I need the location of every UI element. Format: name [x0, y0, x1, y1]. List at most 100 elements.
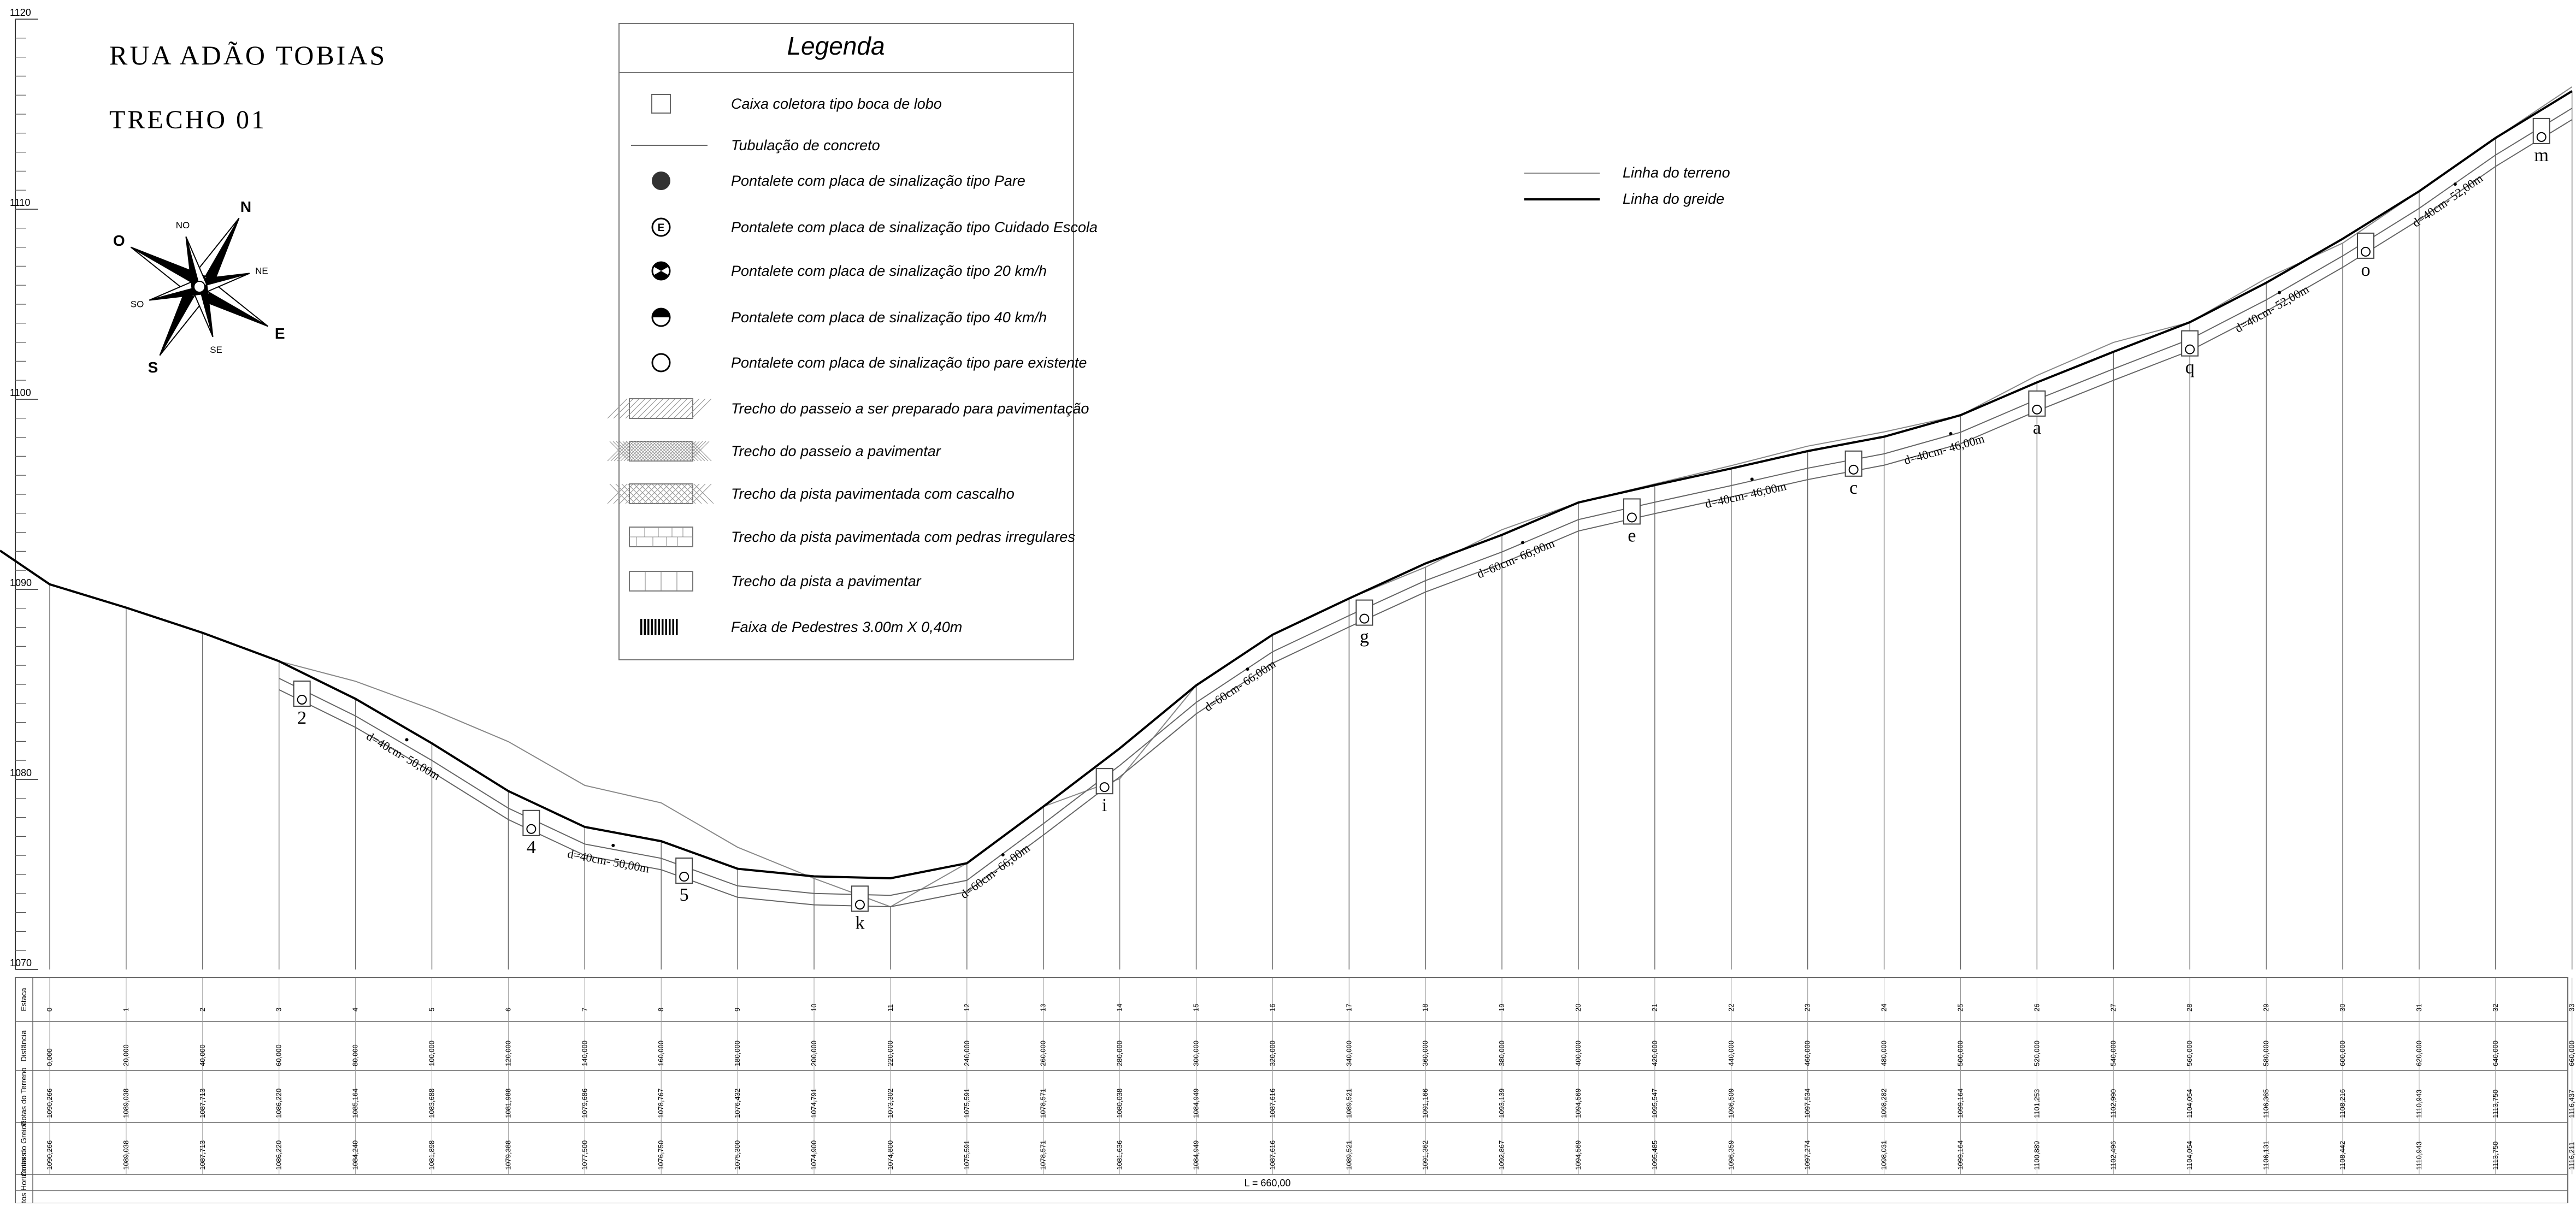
table-cota-terreno: 1096,509: [1727, 1089, 1735, 1118]
table-distancia: 380,000: [1498, 1041, 1506, 1066]
flow-arrow-icon: [611, 843, 615, 847]
table-distancia: 140,000: [580, 1041, 588, 1066]
table-cota-greide: 1074,800: [886, 1140, 894, 1170]
table-cota-greide: 1078,571: [1039, 1140, 1047, 1170]
table-estaca: 1: [122, 1008, 130, 1012]
profile-lines: [0, 86, 2573, 908]
manhole-icon: [2181, 330, 2199, 357]
table-estaca: 27: [2109, 1004, 2117, 1012]
table-distancia: 260,000: [1039, 1041, 1047, 1066]
axis-tick-label: 1110: [10, 197, 30, 208]
table-distancia: 60,000: [275, 1044, 283, 1066]
table-cota-greide: 1076,750: [657, 1140, 665, 1170]
pipe-label: d=40cm- 50,00m: [567, 847, 651, 875]
table-cota-greide: 1084,240: [351, 1140, 359, 1170]
grade-line-label: Linha do greide: [1623, 191, 1724, 207]
table-cota-terreno: 1101,253: [2032, 1089, 2041, 1118]
table-cota-greide: 1096,359: [1727, 1140, 1735, 1170]
table-estaca: 22: [1727, 1004, 1735, 1012]
flow-arrow-icon: [2278, 291, 2282, 294]
table-cota-greide: 1089,521: [1345, 1140, 1353, 1170]
table-cota-greide: 1075,300: [733, 1140, 741, 1170]
table-distancia: 40,000: [198, 1044, 207, 1066]
legend-item-label: Tubulação de concreto: [731, 137, 880, 153]
compass-cardinal-label: S: [148, 359, 158, 376]
table-cota-greide: 1108,442: [2338, 1141, 2347, 1170]
table-distancia: 440,000: [1727, 1041, 1735, 1066]
table-distancia: 580,000: [2262, 1041, 2270, 1066]
flow-arrow-icon: [1750, 477, 1754, 481]
table-distancia: 120,000: [504, 1041, 512, 1066]
street-title: RUA ADÃO TOBIAS: [109, 40, 387, 70]
table-cota-greide: 1092,867: [1498, 1140, 1506, 1170]
legend-item-label: Pontalete com placa de sinalização tipo …: [731, 219, 1098, 235]
table-cota-terreno: 1085,164: [351, 1089, 359, 1118]
table-estaca: 2: [198, 1008, 207, 1012]
table-distancia: 420,000: [1650, 1041, 1659, 1066]
table-cota-terreno: 1104,054: [2185, 1089, 2194, 1118]
table-cota-terreno: 1076,432: [733, 1089, 741, 1118]
axis-tick-label: 1090: [10, 577, 32, 588]
flow-arrow-icon: [405, 738, 409, 742]
manhole-icon: [522, 809, 540, 836]
table-distancia: 620,000: [2415, 1041, 2423, 1066]
dense-hatch-icon: [607, 441, 712, 462]
legend-item-label: Pontalete com placa de sinalização tipo …: [731, 173, 1025, 189]
manhole-label: q: [2185, 358, 2195, 378]
station-lines: [49, 91, 2573, 969]
pipe-label: d=40cm- 52,00m: [2232, 282, 2311, 335]
manhole-label: 4: [527, 837, 536, 858]
table-estaca: 32: [2491, 1004, 2500, 1012]
filled-circle-icon: [652, 172, 670, 190]
table-cota-greide: 1097,274: [1803, 1140, 1812, 1170]
table-estaca: 23: [1803, 1004, 1812, 1012]
axis-tick-label: 1120: [10, 7, 31, 18]
manhole-label: 2: [297, 708, 306, 728]
table-distancia: 540,000: [2109, 1041, 2117, 1066]
line-legend: Linha do terreno Linha do greide: [1524, 164, 1730, 207]
manholes: 2 4 5 k i g e c a q o m: [293, 117, 2550, 933]
table-cota-terreno: 1094,569: [1574, 1089, 1582, 1118]
table-cota-terreno: 1080,038: [1116, 1089, 1124, 1118]
table-estaca: 21: [1650, 1004, 1659, 1012]
table-cota-greide: 1075,591: [963, 1140, 971, 1170]
table-distancia: 0,000: [45, 1048, 54, 1066]
table-distancia: 240,000: [963, 1041, 971, 1066]
table-cota-greide: 1089,038: [122, 1140, 130, 1170]
manhole-label: o: [2361, 260, 2370, 280]
table-cota-greide: 1087,616: [1268, 1140, 1276, 1170]
table-cota-greide: 1086,220: [275, 1140, 283, 1170]
table-estaca: 11: [886, 1004, 894, 1012]
table-distancia: 320,000: [1268, 1041, 1276, 1066]
table-estaca: 12: [963, 1004, 971, 1012]
table-cota-terreno: 1084,949: [1192, 1089, 1200, 1118]
table-cota-greide: 1074,900: [810, 1140, 818, 1170]
table-cota-terreno: 1073,302: [886, 1089, 894, 1118]
legend-box: Legenda Caixa coletora tipo boca de lobo…: [607, 23, 1098, 660]
table-cota-greide: 1087,713: [198, 1140, 207, 1170]
compass-intercardinal-label: NO: [176, 220, 190, 230]
table-estaca: 8: [657, 1008, 665, 1012]
legend-item-label: Trecho do passeio a pavimentar: [731, 443, 941, 459]
table-cota-terreno: 1078,767: [657, 1089, 665, 1118]
table-length-label: L = 660,00: [1245, 1178, 1291, 1189]
table-cota-greide: 1091,362: [1421, 1140, 1429, 1170]
table-cota-terreno: 1102,990: [2109, 1089, 2117, 1118]
manhole-label: e: [1628, 525, 1636, 546]
axis-tick-label: 1100: [10, 387, 31, 398]
table-estaca: 5: [428, 1008, 436, 1012]
hatch-icon: [607, 398, 712, 419]
table-row-label: Cotas do Terreno: [19, 1067, 28, 1126]
crosshatch-icon: [607, 483, 714, 504]
table-estaca: 6: [504, 1008, 512, 1012]
table-distancia: 20,000: [122, 1044, 130, 1066]
table-cota-terreno: 1083,688: [428, 1089, 436, 1118]
table-estaca: 4: [351, 1008, 359, 1012]
table-distancia: 220,000: [886, 1041, 894, 1066]
manhole-label: i: [1102, 795, 1107, 815]
table-cota-greide: 1100,889: [2032, 1141, 2041, 1170]
manhole-label: a: [2033, 418, 2041, 438]
